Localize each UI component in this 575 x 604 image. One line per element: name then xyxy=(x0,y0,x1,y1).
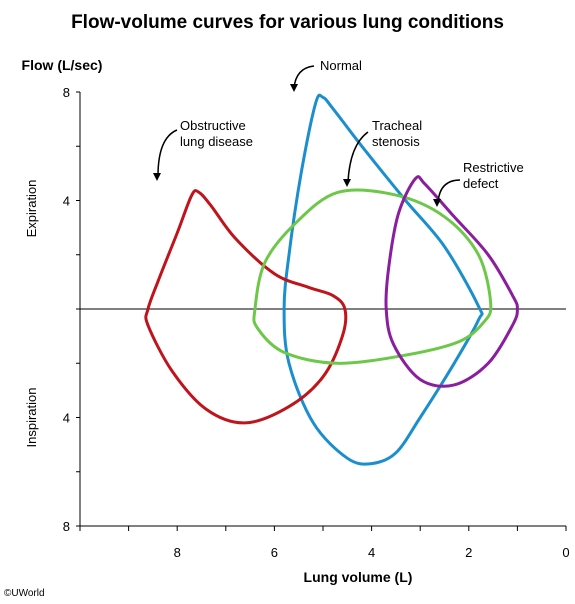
annotation-arrow-restrictive xyxy=(437,179,461,203)
y-tick-label: 8 xyxy=(63,519,70,534)
annotation-line: lung disease xyxy=(180,134,253,149)
annotation-line: Restrictive xyxy=(463,160,524,175)
annotation-line: stenosis xyxy=(372,134,420,149)
annotation-arrowhead-tracheal-stenosis xyxy=(343,179,351,187)
x-tick-label: 0 xyxy=(562,545,569,560)
series-curve-tracheal-stenosis xyxy=(252,188,493,365)
annotation-line: Normal xyxy=(320,58,362,73)
y-axis-label: Flow (L/sec) xyxy=(22,57,103,73)
series-curve-normal xyxy=(282,93,484,466)
series-curve-obstructive xyxy=(144,189,348,425)
annotation-arrowhead-obstructive xyxy=(153,173,161,181)
annotation-normal: Normal xyxy=(320,58,362,73)
annotation-obstructive: Obstructive lung disease xyxy=(180,118,253,149)
copyright-credit: ©UWorld xyxy=(4,588,45,599)
y-tick-label: 8 xyxy=(63,85,70,100)
chart-title: Flow-volume curves for various lung cond… xyxy=(71,12,504,33)
annotation-arrow-tracheal-stenosis xyxy=(347,131,369,183)
series-curve-restrictive xyxy=(384,175,519,388)
expiration-label: Expiration xyxy=(24,180,39,238)
x-axis-label: Lung volume (L) xyxy=(304,569,413,585)
annotation-line: Obstructive xyxy=(180,118,246,133)
annotation-tracheal-stenosis: Tracheal stenosis xyxy=(372,118,422,149)
x-tick-label: 2 xyxy=(465,545,472,560)
annotation-arrowhead-normal xyxy=(290,84,298,92)
annotation-arrow-obstructive xyxy=(157,129,178,177)
x-tick-label: 8 xyxy=(174,545,181,560)
x-tick-label: 4 xyxy=(368,545,375,560)
annotation-restrictive: Restrictive defect xyxy=(463,160,524,191)
inspiration-label: Inspiration xyxy=(24,388,39,448)
annotation-line: Tracheal xyxy=(372,118,422,133)
x-tick-label: 6 xyxy=(271,545,278,560)
y-tick-label: 4 xyxy=(63,194,70,209)
annotation-line: defect xyxy=(463,176,499,191)
y-tick-label: 4 xyxy=(63,411,70,426)
annotation-arrowhead-restrictive xyxy=(433,199,441,207)
